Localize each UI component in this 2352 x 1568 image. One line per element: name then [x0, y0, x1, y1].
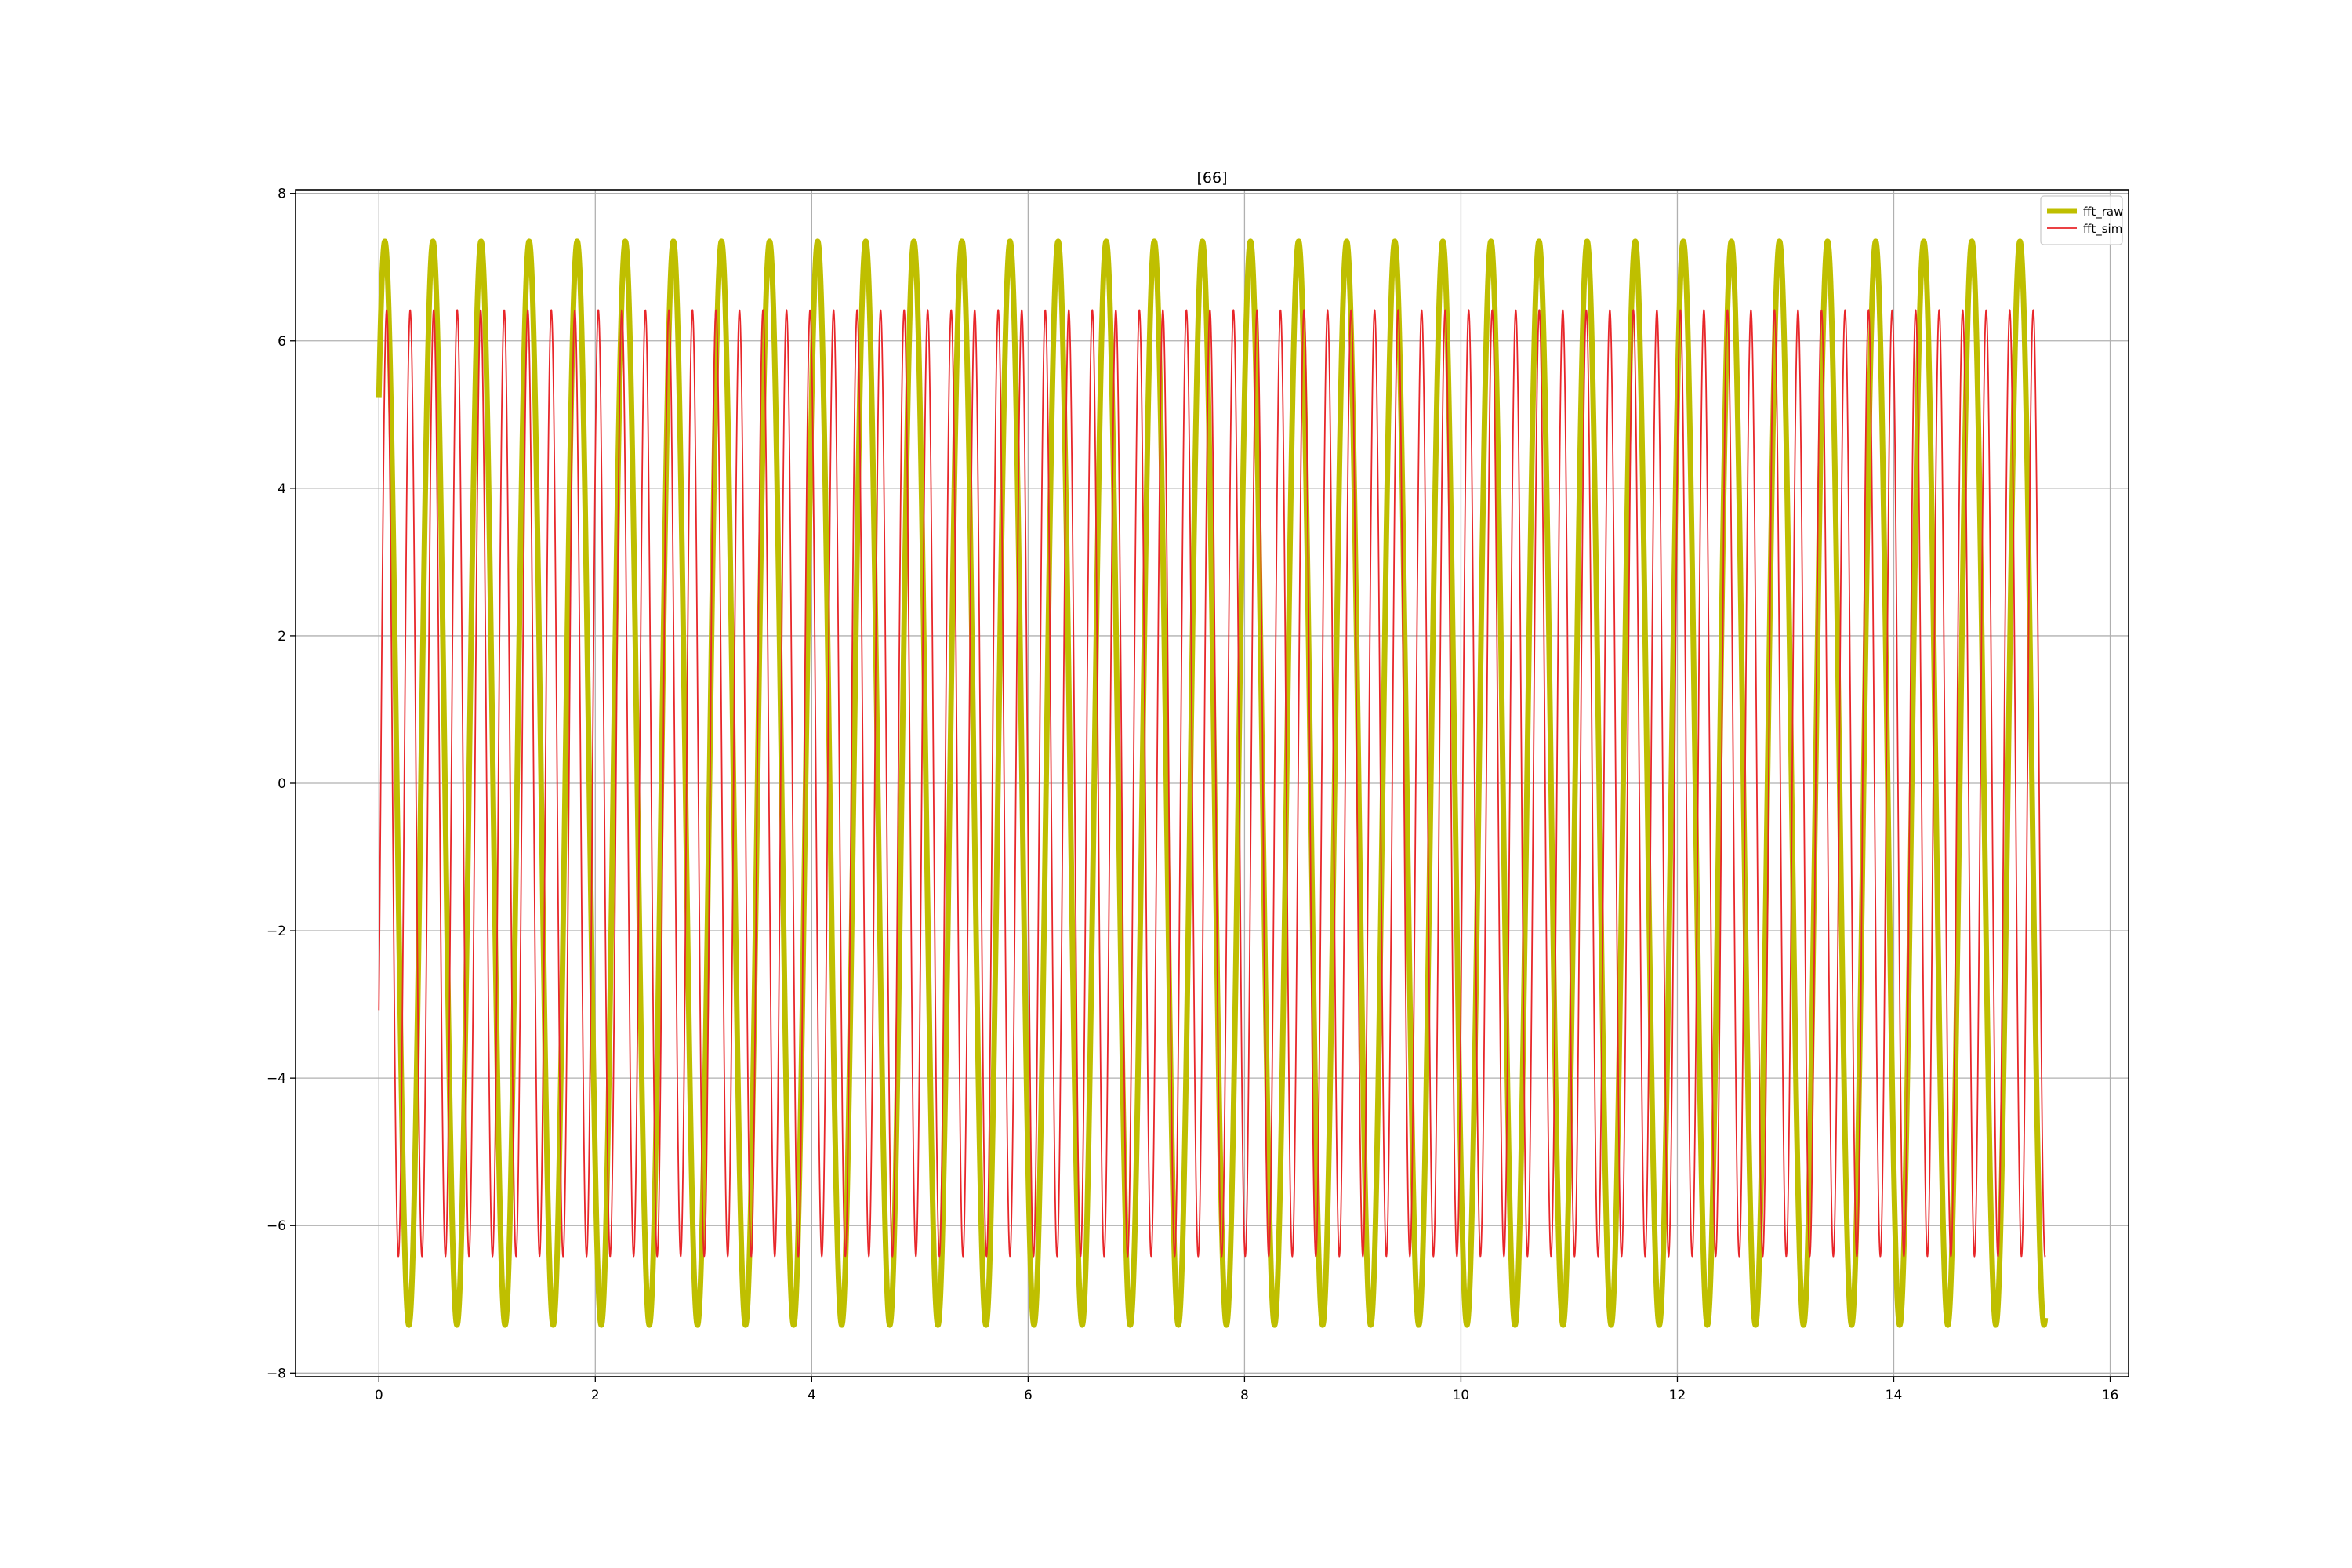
tick-layer: 0 2 4 6 8 10 12 14 16 −8 −6 −4 −2 0 2 4 6 8	[267, 187, 2118, 1403]
legend-label: fft_raw	[2083, 205, 2123, 220]
y-tick-label: 6	[278, 334, 286, 350]
y-tick-label: −6	[267, 1218, 286, 1234]
x-tick-label: 16	[2102, 1388, 2119, 1403]
legend: fft_raw fft_sim	[2040, 195, 2123, 245]
y-tick-label: 4	[278, 481, 286, 497]
y-tick-label: −8	[267, 1366, 286, 1381]
x-tick-label: 0	[375, 1388, 383, 1403]
x-tick-label: 4	[808, 1388, 816, 1403]
series-layer	[376, 238, 2049, 1328]
x-tick-label: 14	[1886, 1388, 1903, 1403]
x-tick-label: 2	[591, 1388, 600, 1403]
series-line-fft-raw	[376, 238, 2049, 1328]
legend-box	[2040, 195, 2123, 245]
y-tick-label: −2	[267, 924, 286, 939]
y-tick-label: 2	[278, 629, 286, 644]
x-tick-label: 12	[1669, 1388, 1686, 1403]
series-line-fft-sim	[378, 309, 2046, 1258]
x-tick-label: 10	[1453, 1388, 1470, 1403]
y-tick-label: 8	[278, 187, 286, 202]
x-tick-label: 6	[1024, 1388, 1033, 1403]
legend-label: fft_sim	[2083, 222, 2122, 237]
y-tick-label: 0	[278, 776, 286, 792]
chart-title: [66]	[1196, 169, 1227, 187]
x-tick-label: 8	[1240, 1388, 1249, 1403]
y-tick-label: −4	[267, 1071, 286, 1087]
